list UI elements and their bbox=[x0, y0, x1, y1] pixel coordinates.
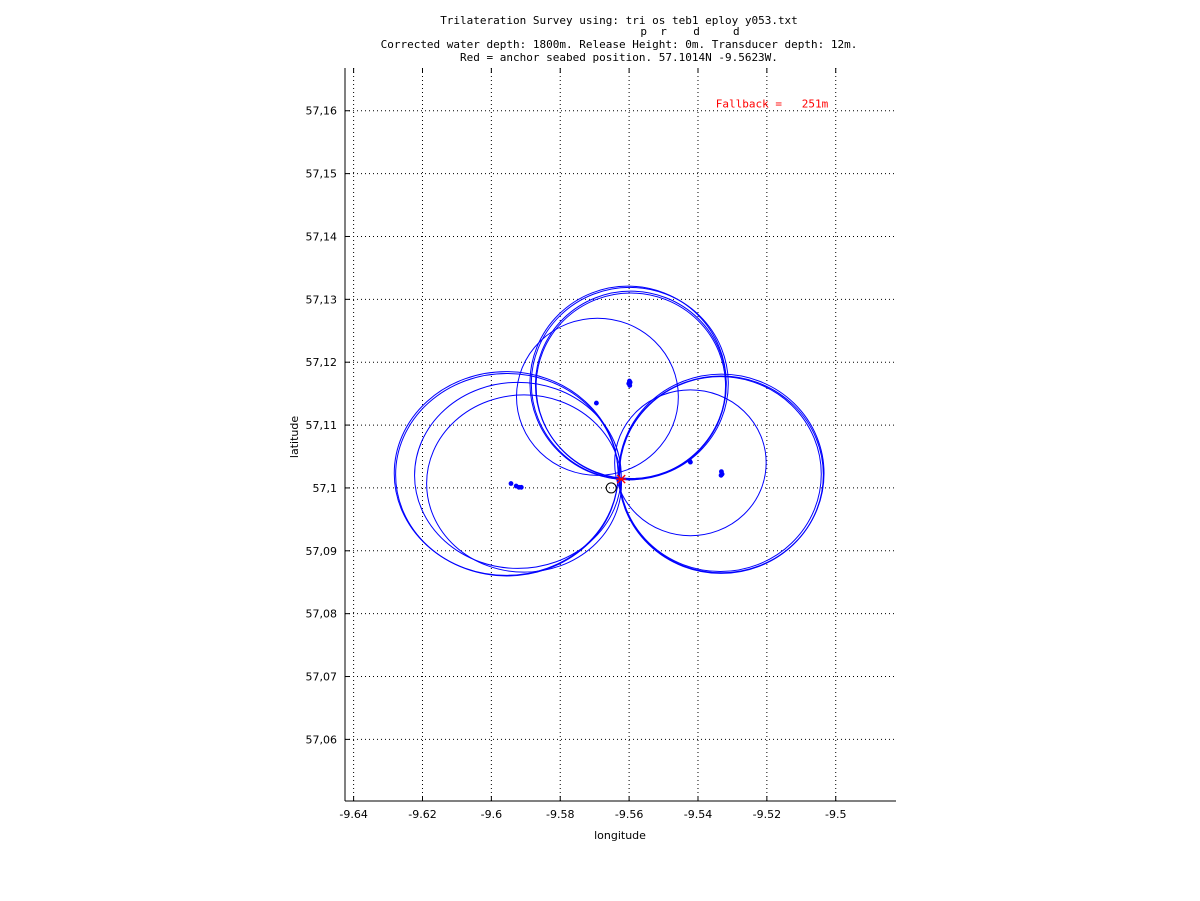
chart-title: Trilateration Survey using: tri os teb1 … bbox=[381, 14, 858, 64]
y-ticks: 57,06 57,07 57,08 57,09 57,1 57,11 57,12 57,13 5… bbox=[306, 105, 350, 746]
position-markers bbox=[605, 474, 627, 494]
ping-point bbox=[627, 379, 633, 385]
x-axis-label: longitude bbox=[594, 829, 646, 842]
x-tick-label: -9.58 bbox=[546, 808, 574, 821]
range-circle bbox=[426, 394, 623, 573]
ping-point bbox=[718, 472, 724, 478]
y-tick-label: 57,06 bbox=[306, 733, 338, 746]
ping-points bbox=[508, 378, 725, 490]
y-tick-label: 57,15 bbox=[306, 168, 338, 181]
x-tick-label: -9.64 bbox=[339, 808, 367, 821]
x-tick-label: -9.54 bbox=[684, 808, 712, 821]
range-circle bbox=[535, 292, 727, 480]
range-circle bbox=[395, 373, 619, 577]
range-circle bbox=[530, 286, 729, 481]
axes-box bbox=[344, 68, 896, 802]
range-circle bbox=[618, 375, 824, 574]
y-tick-label: 57,1 bbox=[313, 482, 338, 495]
y-axis-label: latitude bbox=[288, 416, 301, 458]
range-circle bbox=[515, 317, 679, 476]
ping-point bbox=[508, 481, 514, 486]
x-tick-label: -9.56 bbox=[615, 808, 643, 821]
title-line-2: p r d d bbox=[640, 25, 739, 38]
y-tick-label: 57,09 bbox=[306, 545, 338, 558]
title-line-3: Corrected water depth: 1800m. Release He… bbox=[381, 38, 858, 51]
y-tick-label: 57,12 bbox=[306, 356, 338, 369]
range-circle bbox=[618, 376, 822, 573]
x-tick-label: -9.5 bbox=[825, 808, 846, 821]
range-circle bbox=[614, 389, 767, 537]
ping-point bbox=[593, 400, 599, 406]
ping-point bbox=[518, 484, 524, 490]
range-circles bbox=[393, 285, 825, 577]
title-line-1: Trilateration Survey using: tri os teb1 … bbox=[440, 14, 798, 27]
y-tick-label: 57,11 bbox=[306, 419, 338, 432]
x-tick-label: -9.6 bbox=[481, 808, 502, 821]
title-line-4: Red = anchor seabed position. 57.1014N -… bbox=[460, 51, 778, 64]
y-tick-label: 57,14 bbox=[306, 230, 338, 243]
range-circle bbox=[534, 290, 727, 480]
y-tick-label: 57,16 bbox=[306, 105, 338, 118]
y-tick-label: 57,07 bbox=[306, 671, 338, 684]
y-tick-label: 57,13 bbox=[306, 293, 338, 306]
x-tick-label: -9.52 bbox=[753, 808, 781, 821]
y-tick-label: 57,08 bbox=[306, 608, 338, 621]
drop-position-marker bbox=[605, 482, 617, 494]
fallback-annotation: Fallback = 251m bbox=[716, 98, 829, 111]
x-ticks: -9.64 -9.62 -9.6 -9.58 -9.56 -9.54 -9.52 -9.5 bbox=[339, 68, 846, 821]
x-tick-label: -9.62 bbox=[408, 808, 436, 821]
ping-point bbox=[688, 459, 693, 465]
